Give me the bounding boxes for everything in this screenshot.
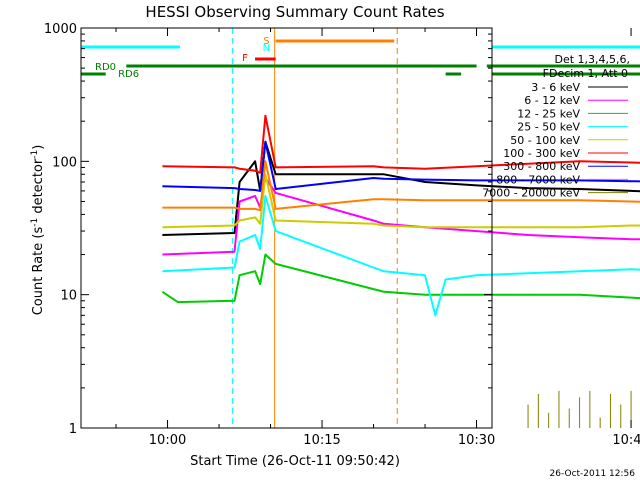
legend-label: 25 - 50 keV [517, 121, 580, 134]
legend-header-2: FDecim 1, Att 0 [543, 67, 628, 80]
flag-label-rd6: RD6 [118, 69, 139, 80]
flag-label-rd0: RD0 [95, 62, 116, 73]
chart-title: HESSI Observing Summary Count Rates [145, 3, 444, 21]
series-line-1 [162, 177, 640, 256]
x-tick-label: 10:00 [149, 433, 186, 448]
y-tick-label: 1 [69, 422, 77, 437]
legend-label: 800 - 7000 keV [496, 173, 580, 186]
flag-label-f: F [242, 53, 248, 64]
y-tick-label: 100 [52, 155, 77, 170]
series-line-2 [161, 253, 640, 304]
axes: 10:0010:1510:3010:4511:0011:1511:3011010… [44, 22, 640, 448]
flag-label-n: N [263, 43, 270, 54]
series-line-4 [162, 173, 640, 229]
legend-label: 12 - 25 keV [517, 107, 580, 120]
legend-header-1: Det 1,3,4,5,6, [554, 53, 630, 66]
y-tick-label: 1000 [44, 22, 77, 37]
x-axis-label: Start Time (26-Oct-11 09:50:42) [190, 454, 400, 469]
legend-label: 50 - 100 keV [510, 134, 580, 147]
legend-label: 6 - 12 keV [524, 94, 580, 107]
series-line-0 [162, 140, 640, 236]
legend-label: 7000 - 20000 keV [482, 187, 580, 200]
y-tick-label: 10 [60, 289, 77, 304]
series-line-6 [162, 140, 640, 192]
legend-label: 300 - 800 keV [503, 160, 580, 173]
legend-label: 100 - 300 keV [503, 147, 580, 160]
legend-label: 3 - 6 keV [531, 81, 580, 94]
y-axis-label: Count Rate (s-1 detector-1) [30, 145, 46, 316]
series-line-5 [162, 114, 640, 174]
plot-frame [80, 27, 493, 429]
flag-label-s: S [263, 36, 269, 47]
x-tick-label: 10:30 [458, 433, 495, 448]
series-line-3 [162, 195, 640, 317]
series-layer [161, 114, 640, 428]
series-line-7 [162, 160, 640, 212]
legend: Det 1,3,4,5,6, FDecim 1, Att 0 3 - 6 keV… [482, 53, 630, 200]
x-tick-label: 10:45 [612, 433, 640, 448]
x-tick-label: 10:15 [303, 433, 340, 448]
timestamp: 26-Oct-2011 12:56 [550, 469, 636, 479]
